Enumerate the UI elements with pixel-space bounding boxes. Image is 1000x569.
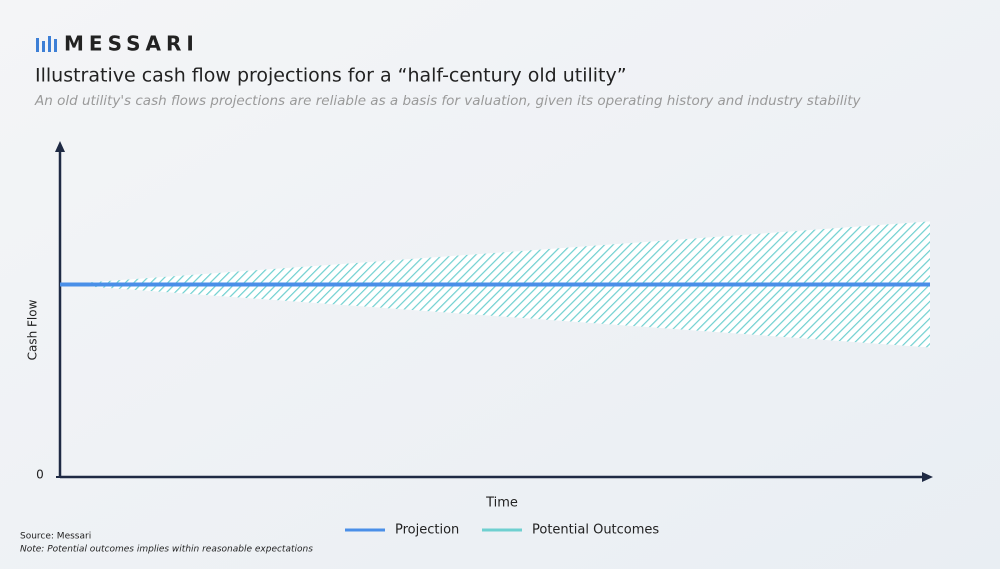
- legend-label: Projection: [395, 523, 459, 538]
- logo-icon: [36, 36, 57, 52]
- source: Source: Messari: [20, 532, 91, 542]
- chart-title: Illustrative cash flow projections for a…: [35, 65, 627, 87]
- legend-label: Potential Outcomes: [532, 523, 659, 538]
- note: Note: Potential outcomes implies within …: [20, 545, 313, 555]
- axes: [55, 141, 933, 482]
- brand: MESSARI: [64, 32, 199, 56]
- y-tick-label: 0: [36, 468, 44, 482]
- chart-subtitle: An old utility's cash flows projections …: [34, 93, 862, 109]
- x-axis-label: Time: [485, 496, 518, 511]
- y-axis-label: Cash Flow: [26, 299, 40, 360]
